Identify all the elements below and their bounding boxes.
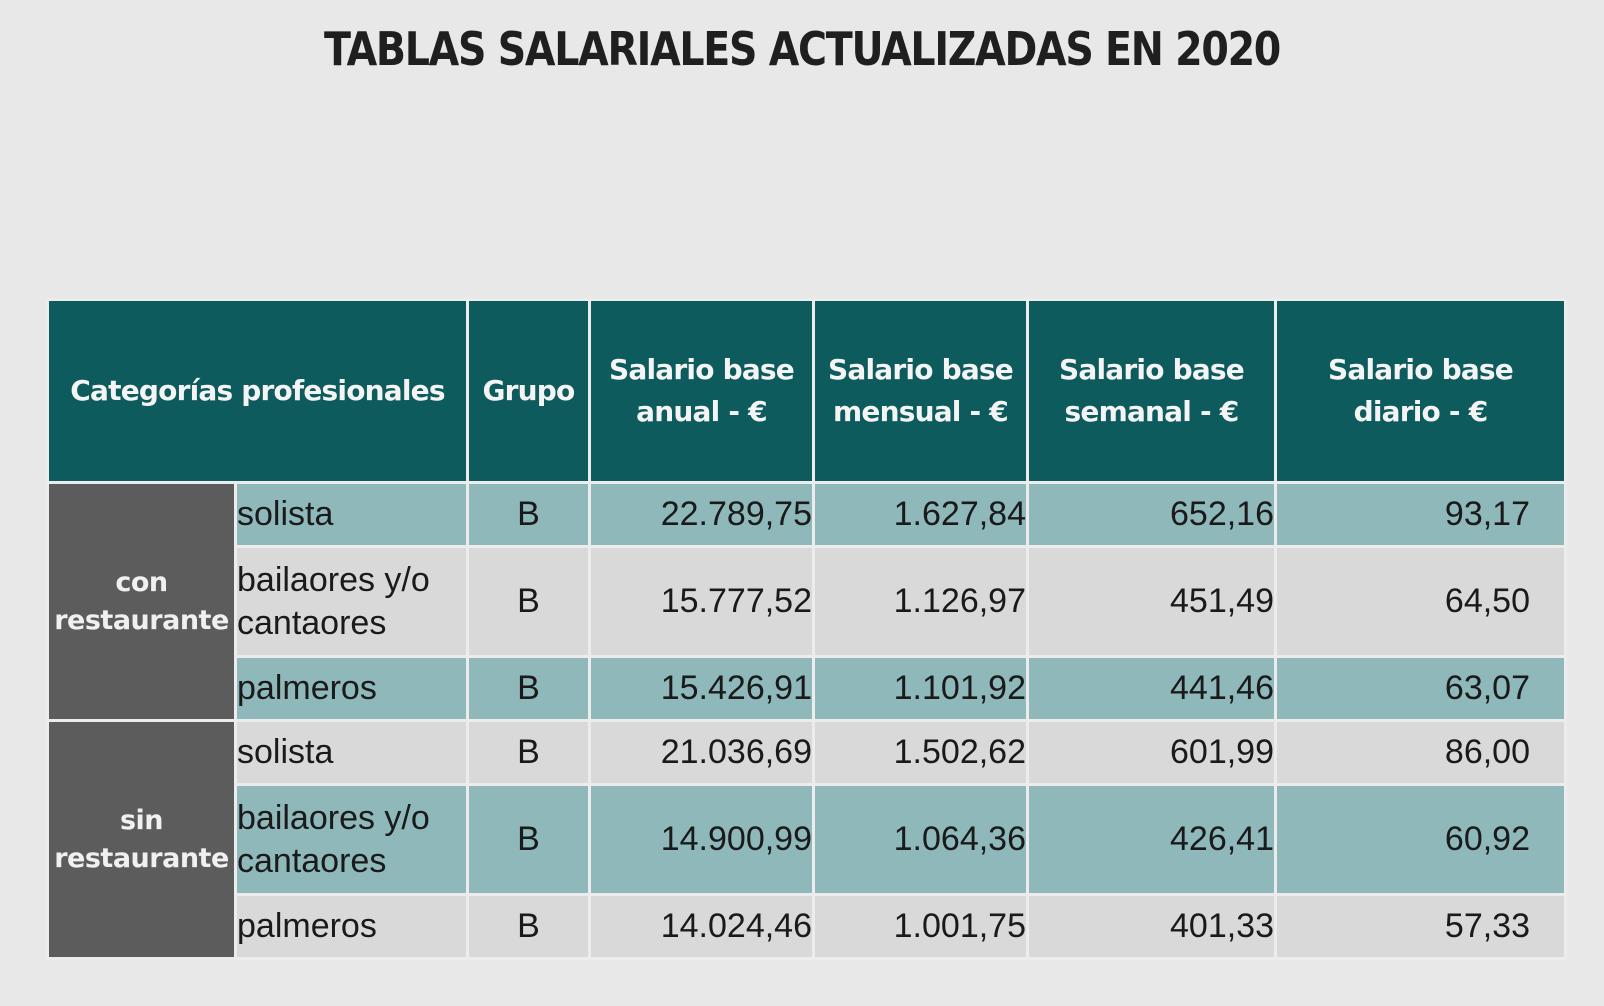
header-diario: Salario base diario - €	[1274, 298, 1567, 484]
header-mensual-line2: mensual - €	[833, 395, 1009, 428]
category-label-line2: cantaores	[237, 603, 387, 642]
header-anual-line2: anual - €	[636, 395, 767, 428]
semanal-cell: 426,41	[1026, 783, 1277, 896]
grupo-cell: B	[466, 545, 591, 658]
page-title: TABLAS SALARIALES ACTUALIZADAS EN 2020	[323, 22, 1281, 76]
table-row: bailaores y/o cantaores B 14.900,99 1.06…	[48, 783, 1567, 896]
category-cell: bailaores y/o cantaores	[234, 783, 469, 896]
header-semanal-line1: Salario base	[1059, 353, 1245, 386]
table-row: sin restaurante solista B 21.036,69 1.50…	[46, 719, 1567, 960]
header-mensual-line1: Salario base	[828, 353, 1014, 386]
header-diario-line2: diario - €	[1353, 395, 1489, 428]
group-label-line2: restaurante	[54, 842, 229, 874]
diario-cell: 60,92	[1274, 783, 1567, 896]
header-row: Categorías profesionales Grupo Salario b…	[46, 298, 1567, 484]
category-cell: palmeros	[234, 655, 469, 722]
mensual-cell: 1.126,97	[812, 545, 1029, 658]
header-mensual: Salario base mensual - €	[812, 298, 1029, 484]
header-semanal-line2: semanal - €	[1064, 395, 1240, 428]
header-anual-line1: Salario base	[609, 353, 795, 386]
anual-cell: 14.024,46	[588, 893, 815, 960]
category-cell: solista	[234, 719, 469, 786]
semanal-cell: 601,99	[1026, 719, 1277, 786]
header-categorias-label: Categorías profesionales	[70, 374, 445, 407]
group-label-con-restaurante: con restaurante	[46, 481, 237, 722]
category-label: solista	[237, 495, 334, 533]
header-anual: Salario base anual - €	[588, 298, 815, 484]
mensual-cell: 1.627,84	[812, 481, 1029, 548]
semanal-cell: 451,49	[1026, 545, 1277, 658]
header-grupo: Grupo	[466, 298, 591, 484]
table-row: bailaores y/o cantaores B 15.777,52 1.12…	[48, 545, 1567, 658]
grupo-cell: B	[466, 719, 591, 786]
diario-cell: 64,50	[1274, 545, 1567, 658]
category-cell: palmeros	[234, 893, 469, 960]
table-row: palmeros B 14.024,46 1.001,75 401,33 57,…	[48, 893, 1567, 960]
group-label-sin-restaurante: sin restaurante	[46, 719, 237, 960]
category-label-line1: bailaores y/o	[237, 798, 430, 837]
anual-cell: 15.777,52	[588, 545, 815, 658]
semanal-cell: 652,16	[1026, 481, 1277, 548]
semanal-cell: 401,33	[1026, 893, 1277, 960]
category-label: palmeros	[237, 907, 377, 945]
header-categorias: Categorías profesionales	[46, 298, 469, 484]
group-label-line1: con	[115, 566, 168, 598]
grupo-cell: B	[466, 655, 591, 722]
mensual-cell: 1.001,75	[812, 893, 1029, 960]
category-label-line1: bailaores y/o	[237, 560, 430, 599]
category-label: palmeros	[237, 669, 377, 707]
anual-cell: 21.036,69	[588, 719, 815, 786]
grupo-cell: B	[466, 893, 591, 960]
anual-cell: 22.789,75	[588, 481, 815, 548]
grupo-cell: B	[466, 783, 591, 896]
header-semanal: Salario base semanal - €	[1026, 298, 1277, 484]
semanal-cell: 441,46	[1026, 655, 1277, 722]
header-diario-line1: Salario base	[1328, 353, 1514, 386]
anual-cell: 14.900,99	[588, 783, 815, 896]
category-cell: bailaores y/o cantaores	[234, 545, 469, 658]
mensual-cell: 1.101,92	[812, 655, 1029, 722]
anual-cell: 15.426,91	[588, 655, 815, 722]
group-label-line1: sin	[119, 804, 164, 836]
category-label-line2: cantaores	[237, 841, 387, 880]
grupo-cell: B	[466, 481, 591, 548]
diario-cell: 57,33	[1274, 893, 1567, 960]
diario-cell: 86,00	[1274, 719, 1567, 786]
category-label: solista	[237, 733, 334, 771]
salary-table: Categorías profesionales Grupo Salario b…	[46, 298, 1567, 960]
table-row: palmeros B 15.426,91 1.101,92 441,46 63,…	[48, 655, 1567, 722]
category-cell: solista	[234, 481, 469, 548]
group-label-line2: restaurante	[54, 604, 229, 636]
header-grupo-label: Grupo	[482, 374, 575, 407]
table-row: con restaurante solista B 22.789,75 1.62…	[46, 481, 1567, 722]
mensual-cell: 1.502,62	[812, 719, 1029, 786]
mensual-cell: 1.064,36	[812, 783, 1029, 896]
diario-cell: 63,07	[1274, 655, 1567, 722]
diario-cell: 93,17	[1274, 481, 1567, 548]
